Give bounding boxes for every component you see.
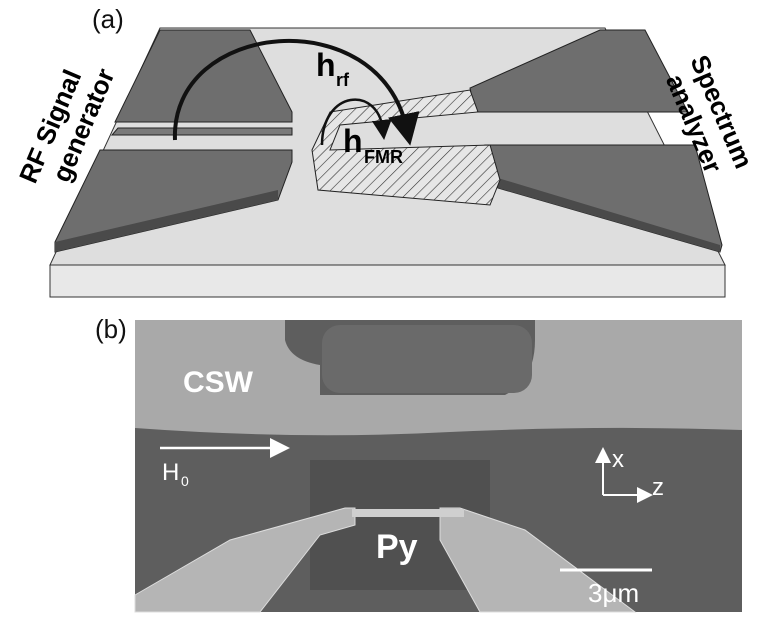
- axis-label: z: [652, 474, 664, 501]
- axis-label: x: [612, 446, 624, 473]
- field-symbol: H: [162, 459, 179, 486]
- panel-a: (a) h rf h FMR RF Signal generator Spect…: [13, 4, 759, 297]
- sample-label: Py: [376, 528, 418, 566]
- panel-label: (a): [92, 4, 124, 34]
- field-subscript: rf: [336, 70, 350, 90]
- field-symbol: h: [316, 47, 336, 83]
- figure: (a) h rf h FMR RF Signal generator Spect…: [0, 0, 760, 619]
- electrode: [112, 128, 292, 135]
- waveguide-gap: [322, 325, 532, 393]
- panel-b: (b) CSW H 0 x z Py 3μm: [95, 314, 742, 612]
- field-subscript: FMR: [364, 147, 403, 167]
- panel-label: (b): [95, 314, 127, 344]
- field-symbol: h: [343, 123, 363, 159]
- waveguide-label: CSW: [183, 366, 254, 399]
- py-wire: [352, 509, 464, 517]
- substrate-side: [50, 265, 725, 297]
- scale-label: 3μm: [588, 578, 639, 608]
- field-subscript: 0: [181, 473, 189, 489]
